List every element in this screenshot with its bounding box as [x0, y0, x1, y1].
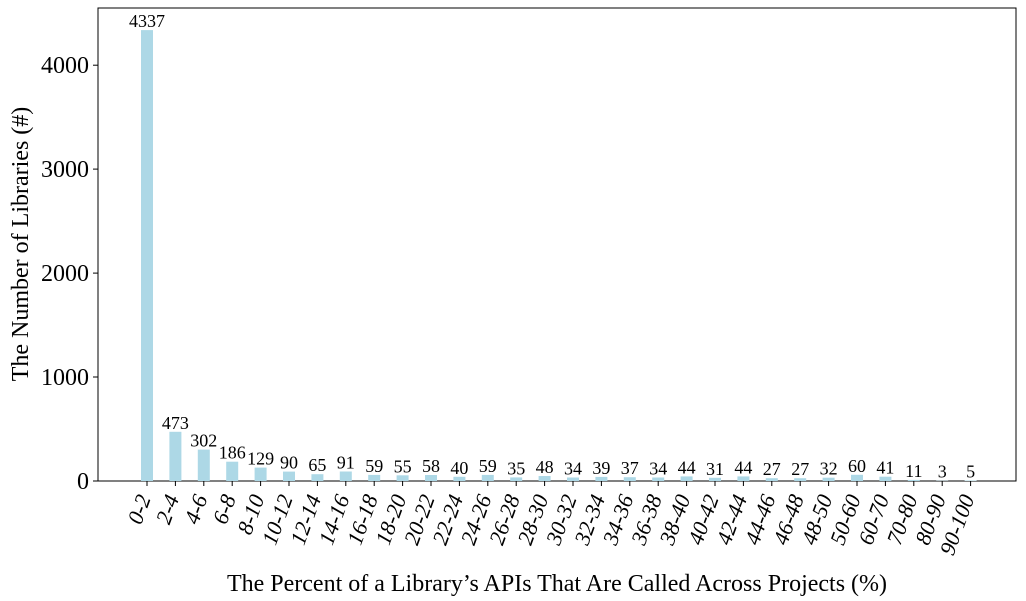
bar-30-32 [567, 477, 579, 481]
bar-6-8 [226, 461, 239, 481]
bar-8-10 [254, 467, 267, 481]
bar-value-label: 4337 [129, 11, 165, 31]
bar-44-46 [765, 478, 778, 481]
y-tick-label: 4000 [41, 53, 89, 79]
y-tick-label: 2000 [41, 261, 89, 287]
bar-value-label: 129 [247, 449, 274, 469]
bar-34-36 [623, 477, 636, 481]
bar-4-6 [197, 449, 210, 481]
bar-20-22 [425, 475, 437, 481]
bar-10-12 [283, 471, 295, 481]
bar-24-26 [481, 474, 494, 481]
bar-48-50 [822, 477, 835, 481]
bar-26-28 [510, 477, 523, 481]
bar-value-label: 39 [592, 458, 610, 478]
bar-value-label: 59 [365, 456, 383, 476]
y-tick-label: 1000 [41, 365, 89, 391]
y-tick-label: 3000 [41, 157, 89, 183]
bar-value-label: 35 [507, 458, 525, 478]
bar-2-4 [169, 431, 182, 481]
bar-value-label: 31 [706, 459, 724, 479]
bar-value-label: 90 [280, 453, 298, 473]
bar-value-label: 34 [564, 459, 582, 479]
bar-46-48 [794, 478, 807, 481]
bar-36-38 [652, 477, 665, 481]
bar-value-label: 48 [536, 457, 554, 477]
bar-value-label: 5 [966, 462, 975, 482]
bar-14-16 [339, 471, 352, 481]
bar-value-label: 37 [621, 458, 639, 478]
x-axis-label: The Percent of a Library’s APIs That Are… [227, 571, 887, 597]
bar-value-label: 27 [791, 459, 809, 479]
bar-60-70 [879, 476, 892, 481]
y-axis-label: The Number of Libraries (#) [8, 107, 34, 382]
bar-value-label: 44 [678, 457, 696, 477]
bar-value-label: 55 [394, 456, 412, 476]
bar-16-18 [368, 474, 381, 481]
x-tick-label: 2-4 [151, 491, 185, 527]
plot-frame [97, 7, 1017, 482]
bar-value-label: 58 [422, 456, 440, 476]
bar-value-label: 60 [848, 456, 866, 476]
y-tick-label: 0 [77, 469, 89, 495]
bar-value-label: 40 [450, 458, 468, 478]
bar-value-label: 34 [649, 459, 667, 479]
bar-28-30 [538, 476, 551, 481]
bar-38-40 [680, 476, 693, 481]
bar-value-label: 11 [905, 461, 922, 481]
x-axis-ticks: 0-22-44-66-88-1010-1212-1414-1616-1818-2… [122, 481, 979, 558]
bar-value-label: 59 [479, 456, 497, 476]
bar-42-44 [737, 476, 750, 481]
bar-value-label: 186 [219, 443, 246, 463]
x-tick-label: 0-2 [122, 491, 156, 527]
bar-value-label: 65 [308, 455, 326, 475]
bar-value-label: 44 [734, 457, 752, 477]
bar-90-100 [964, 480, 977, 481]
bar-32-34 [595, 476, 608, 481]
bar-value-label: 32 [820, 459, 838, 479]
bar-value-label: 302 [190, 431, 217, 451]
bar-0-2 [141, 30, 153, 481]
bar-value-label: 27 [763, 459, 781, 479]
bar-18-20 [396, 475, 409, 481]
bar-70-80 [907, 479, 920, 481]
bars-group [141, 30, 977, 481]
bar-value-label: 41 [876, 458, 894, 478]
y-axis-ticks: 0 1000 2000 3000 4000 [41, 53, 98, 495]
bar-value-label: 473 [162, 413, 189, 433]
bar-12-14 [311, 474, 324, 481]
bar-50-60 [851, 474, 863, 481]
bar-value-label: 3 [938, 462, 947, 482]
bar-22-24 [453, 476, 466, 481]
bar-40-42 [709, 477, 721, 481]
bar-value-label: 91 [337, 453, 355, 473]
x-tick-label: 4-6 [179, 491, 213, 527]
